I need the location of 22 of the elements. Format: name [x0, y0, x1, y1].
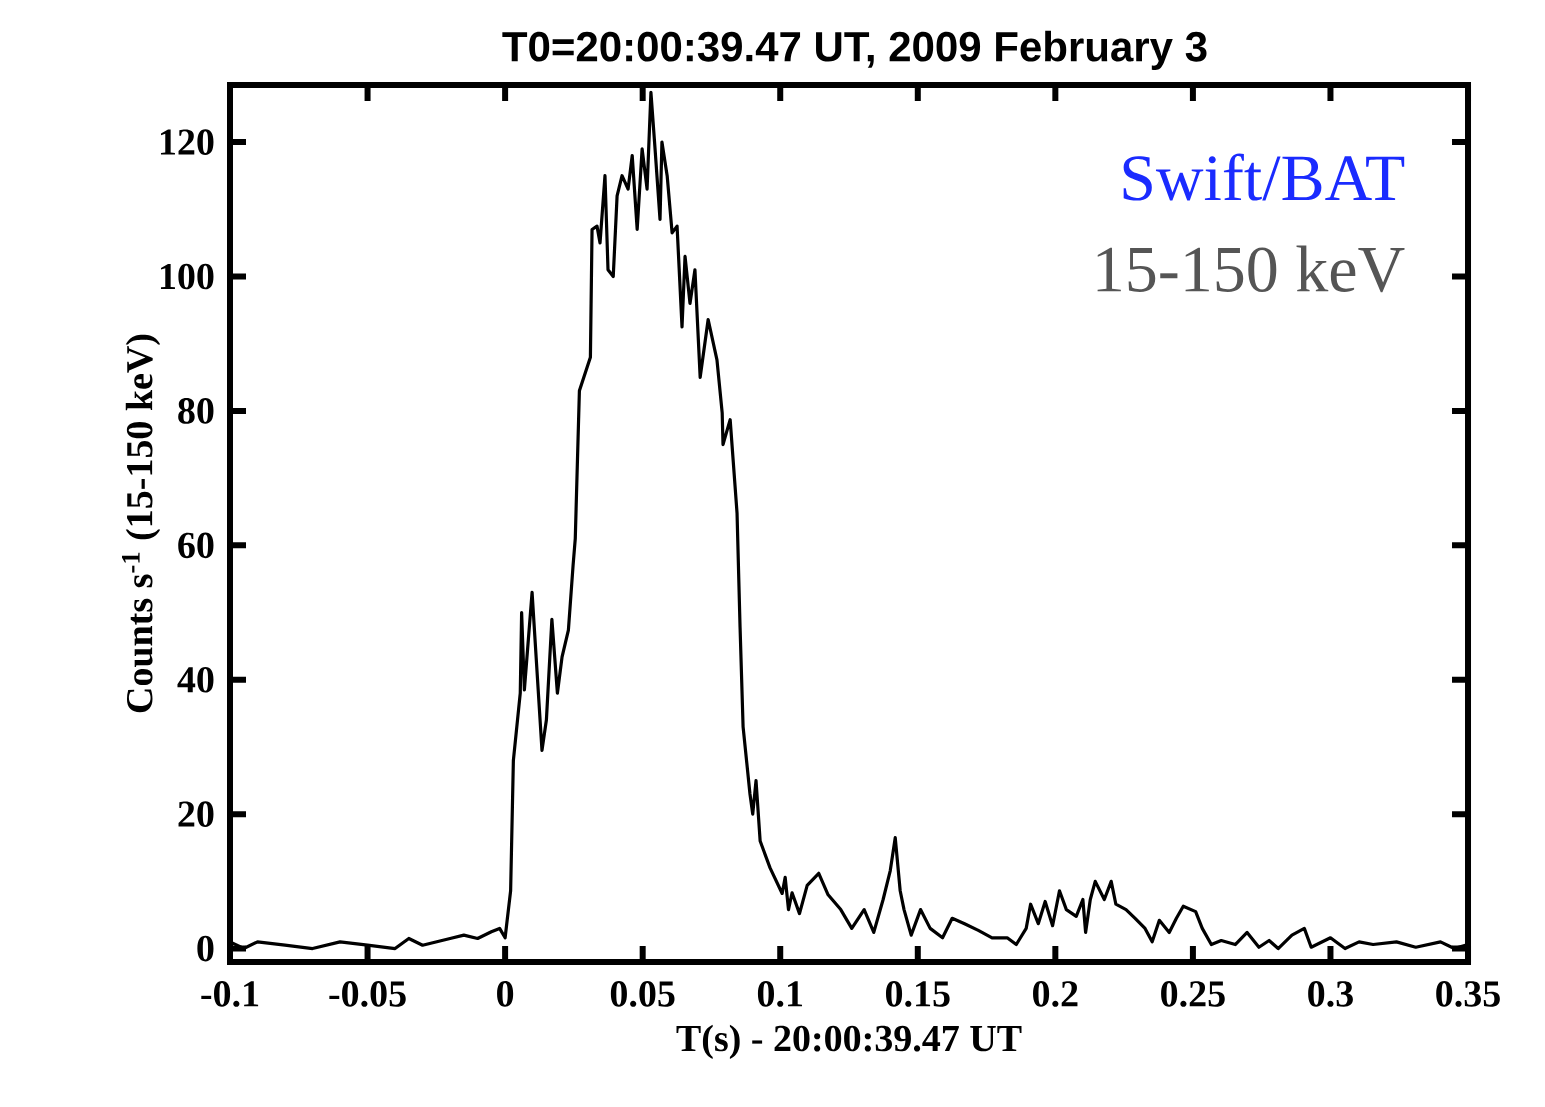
- y-tick-label: 0: [197, 935, 214, 962]
- y-tick-label: 40: [177, 666, 214, 693]
- y-tick-label: 20: [178, 801, 214, 827]
- x-tick-label: 0.35: [1436, 981, 1500, 1007]
- x-axis-title: T(s) - 20:00:39.47 UT: [676, 1024, 1022, 1060]
- y-tick-label: 100: [160, 263, 214, 290]
- x-tick-label: 0.2: [1033, 981, 1078, 1007]
- chart-title: T0=20:00:39.47 UT, 2009 February 3: [502, 30, 1207, 70]
- x-tick-label: 0.05: [610, 981, 675, 1007]
- annotation: Swift/BAT: [1123, 153, 1405, 201]
- y-tick-label: 120: [160, 129, 214, 155]
- y-tick-label: 60: [178, 532, 214, 559]
- x-tick-label: 0.3: [1308, 981, 1353, 1007]
- x-tick-label: 0.15: [885, 981, 950, 1007]
- annotation: 15-150 keV: [1097, 245, 1405, 293]
- x-tick-label: 0.1: [757, 981, 803, 1007]
- y-tick-label: 80: [178, 398, 214, 424]
- y-axis-title: Counts s$^{-1}$ (15-150 keV): [122, 334, 161, 713]
- x-tick-label: 0.25: [1161, 981, 1225, 1007]
- x-tick-label: -0.05: [329, 981, 406, 1007]
- x-tick-label: 0: [497, 981, 514, 1007]
- x-tick-label: -0.1: [201, 981, 259, 1007]
